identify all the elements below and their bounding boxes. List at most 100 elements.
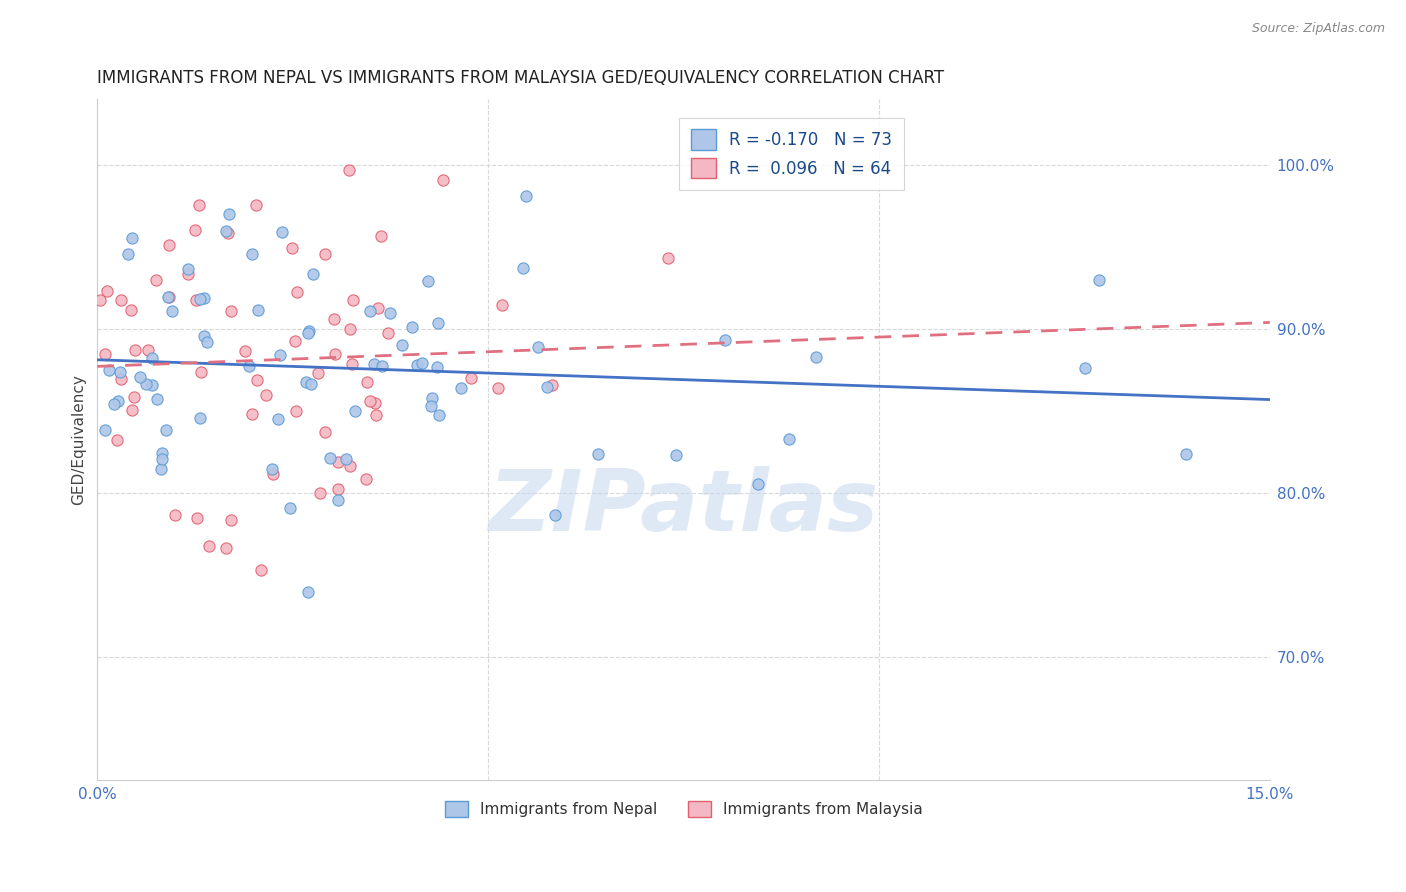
- Point: [89, 293, 111, 307]
- Point: [254, 388, 277, 402]
- Point: [98, 363, 121, 377]
- Point: [184, 293, 207, 307]
- Point: [122, 390, 145, 404]
- Point: [129, 370, 152, 384]
- Point: [359, 394, 381, 409]
- Point: [269, 348, 291, 362]
- Point: [107, 394, 129, 409]
- Point: [96, 284, 118, 298]
- Point: [299, 377, 322, 392]
- Point: [309, 485, 332, 500]
- Point: [278, 501, 301, 516]
- Point: [103, 397, 125, 411]
- Point: [778, 432, 800, 446]
- Point: [110, 365, 132, 379]
- Point: [314, 425, 336, 439]
- Point: [281, 241, 304, 255]
- Point: [323, 347, 346, 361]
- Point: [246, 373, 269, 387]
- Point: [117, 247, 139, 261]
- Legend: Immigrants from Nepal, Immigrants from Malaysia: Immigrants from Nepal, Immigrants from M…: [439, 795, 928, 823]
- Point: [298, 324, 321, 338]
- Point: [370, 228, 392, 243]
- Point: [219, 304, 242, 318]
- Point: [450, 381, 472, 395]
- Point: [339, 459, 361, 474]
- Point: [411, 356, 433, 370]
- Point: [150, 446, 173, 460]
- Point: [121, 230, 143, 244]
- Point: [218, 207, 240, 221]
- Point: [301, 267, 323, 281]
- Point: [370, 359, 392, 373]
- Point: [536, 379, 558, 393]
- Point: [110, 372, 132, 386]
- Point: [427, 408, 450, 422]
- Point: [391, 338, 413, 352]
- Point: [150, 462, 173, 476]
- Point: [233, 343, 256, 358]
- Point: [156, 289, 179, 303]
- Point: [157, 289, 180, 303]
- Point: [1074, 360, 1097, 375]
- Point: [193, 291, 215, 305]
- Point: [271, 225, 294, 239]
- Point: [401, 320, 423, 334]
- Point: [366, 408, 388, 422]
- Point: [420, 391, 443, 405]
- Point: [512, 260, 534, 275]
- Point: [406, 358, 429, 372]
- Point: [335, 452, 357, 467]
- Point: [121, 403, 143, 417]
- Point: [714, 334, 737, 348]
- Point: [165, 508, 187, 522]
- Point: [432, 172, 454, 186]
- Point: [120, 303, 142, 318]
- Point: [460, 371, 482, 385]
- Point: [426, 359, 449, 374]
- Point: [195, 335, 218, 350]
- Point: [665, 448, 688, 462]
- Point: [190, 365, 212, 379]
- Point: [285, 404, 308, 418]
- Point: [307, 366, 329, 380]
- Text: ZIPatlas: ZIPatlas: [488, 466, 879, 549]
- Point: [214, 541, 236, 556]
- Point: [267, 412, 290, 426]
- Point: [319, 450, 342, 465]
- Point: [245, 198, 267, 212]
- Point: [238, 359, 260, 373]
- Point: [337, 162, 360, 177]
- Point: [260, 462, 283, 476]
- Point: [378, 306, 401, 320]
- Point: [177, 267, 200, 281]
- Point: [188, 411, 211, 425]
- Point: [188, 292, 211, 306]
- Point: [328, 483, 350, 497]
- Point: [145, 273, 167, 287]
- Point: [416, 274, 439, 288]
- Point: [105, 434, 128, 448]
- Point: [491, 298, 513, 312]
- Point: [177, 262, 200, 277]
- Point: [155, 423, 177, 437]
- Point: [186, 510, 208, 524]
- Point: [249, 563, 271, 577]
- Point: [364, 396, 387, 410]
- Point: [356, 375, 378, 389]
- Point: [586, 447, 609, 461]
- Point: [657, 251, 679, 265]
- Point: [377, 326, 399, 341]
- Point: [297, 584, 319, 599]
- Point: [527, 340, 550, 354]
- Point: [150, 451, 173, 466]
- Point: [124, 343, 146, 357]
- Point: [262, 467, 284, 482]
- Point: [747, 477, 769, 491]
- Point: [94, 347, 117, 361]
- Point: [160, 304, 183, 318]
- Point: [193, 328, 215, 343]
- Point: [322, 312, 344, 326]
- Point: [297, 326, 319, 341]
- Point: [339, 322, 361, 336]
